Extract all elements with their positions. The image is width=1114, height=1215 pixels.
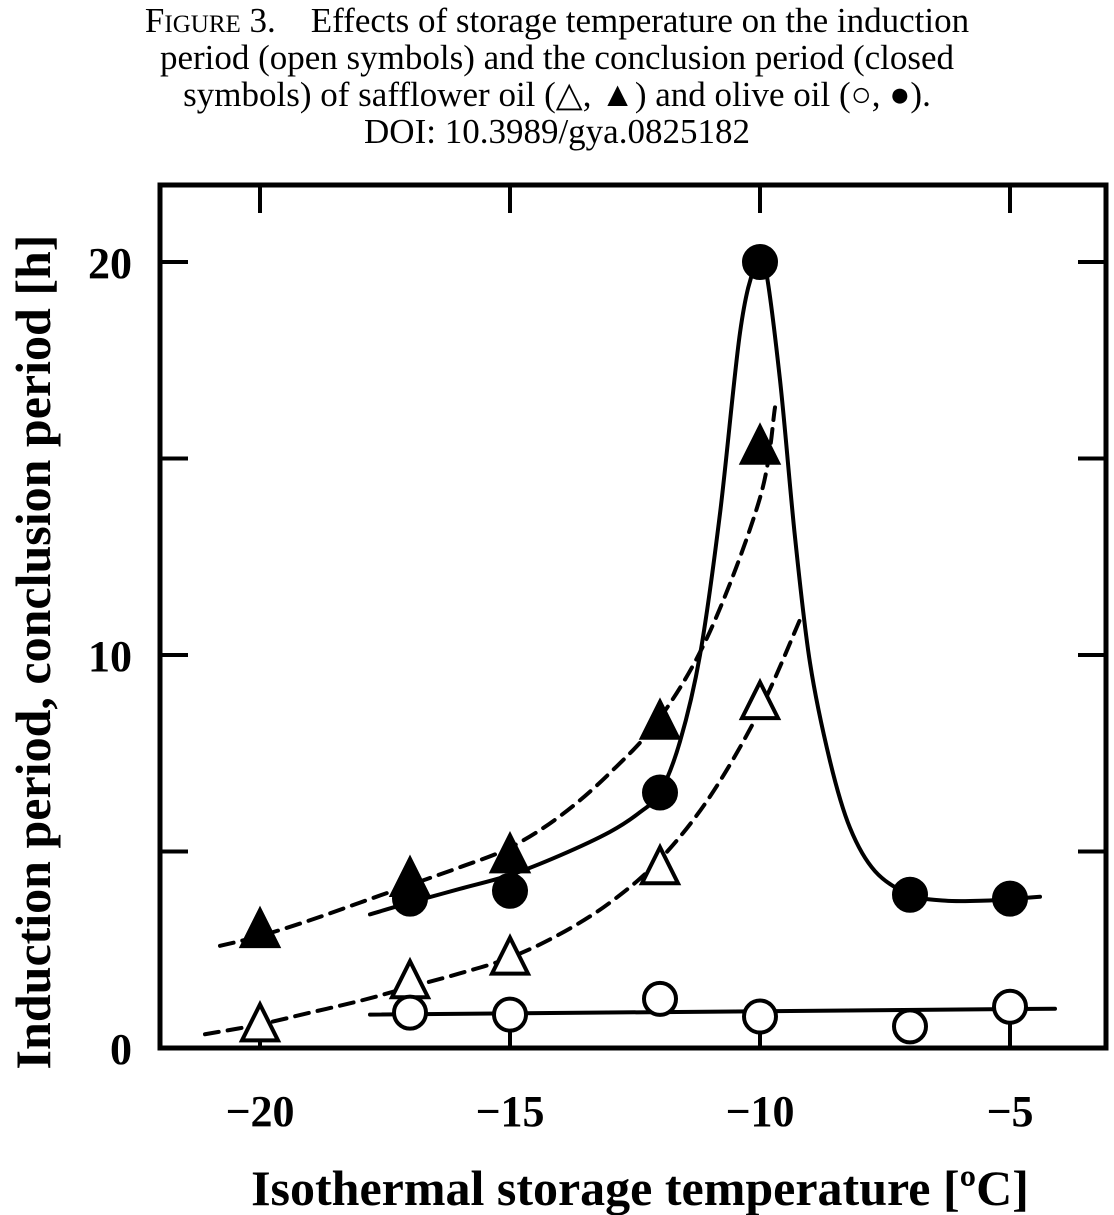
- marker-triangle-open: [738, 677, 782, 721]
- fit-curve-circle-filled: [368, 252, 1042, 917]
- marker-circle-filled: [642, 774, 678, 811]
- marker-triangle-filled: [738, 422, 782, 465]
- y-tick-label: 20: [88, 239, 132, 288]
- marker-triangle-open: [638, 842, 682, 886]
- axis-ticks: [160, 185, 1106, 1050]
- marker-circle-open: [742, 998, 778, 1035]
- marker-triangle-filled: [238, 905, 282, 949]
- caption-line-2: period (open symbols) and the conclusion…: [159, 38, 955, 77]
- plot-area: [157, 182, 1109, 1051]
- marker-triangle-open: [238, 999, 282, 1043]
- caption-line-3: symbols) of safflower oil (△, ▲) and oli…: [183, 75, 931, 114]
- x-axis-title: Isothermal storage temperature [ºC]: [251, 1160, 1029, 1215]
- x-tick-label: −5: [986, 1087, 1033, 1136]
- marker-circle-open: [892, 1008, 928, 1045]
- marker-circle-filled: [492, 872, 528, 909]
- marker-circle-filled: [742, 244, 778, 280]
- plot-frame: [157, 182, 1109, 1051]
- marker-triangle-open: [388, 956, 432, 1000]
- marker-circle-filled: [392, 880, 428, 917]
- caption-text-1: Effects of storage temperature on the in…: [310, 1, 970, 40]
- fit-curve-triangle-open: [203, 617, 802, 1037]
- marker-circle-open: [992, 988, 1028, 1025]
- x-tick-label: −10: [725, 1087, 794, 1136]
- data-markers: [238, 244, 1028, 1045]
- axis-labels: −20 −15 −10 −5 0 10 20 Isothermal storage tempe…: [5, 235, 1034, 1215]
- marker-triangle-open: [488, 933, 532, 976]
- x-tick-label: −15: [475, 1087, 544, 1136]
- caption-doi: DOI: 10.3989/gya.0825182: [364, 112, 750, 151]
- marker-circle-open: [492, 996, 528, 1033]
- marker-triangle-filled: [488, 830, 532, 874]
- marker-circle-open: [392, 994, 428, 1031]
- marker-circle-filled: [892, 876, 928, 913]
- figure-caption: Figure 3. Effects of storage temperature…: [0, 2, 1114, 150]
- caption-line-1: Figure 3. Effects of storage temperature…: [0, 2, 1114, 39]
- figure-label: Figure 3.: [144, 1, 276, 40]
- fit-curve-triangle-filled: [218, 405, 777, 948]
- x-tick-label: −20: [225, 1087, 294, 1136]
- marker-triangle-filled: [638, 697, 682, 740]
- marker-circle-filled: [992, 880, 1028, 917]
- marker-circle-open: [642, 980, 678, 1017]
- y-axis-title: Induction period, conclusion period [h]: [5, 235, 61, 1070]
- fit-curve-circle-open: [368, 1006, 1057, 1017]
- fit-curves: [203, 252, 1057, 1037]
- y-tick-label: 0: [110, 1025, 132, 1074]
- y-tick-label: 10: [88, 632, 132, 681]
